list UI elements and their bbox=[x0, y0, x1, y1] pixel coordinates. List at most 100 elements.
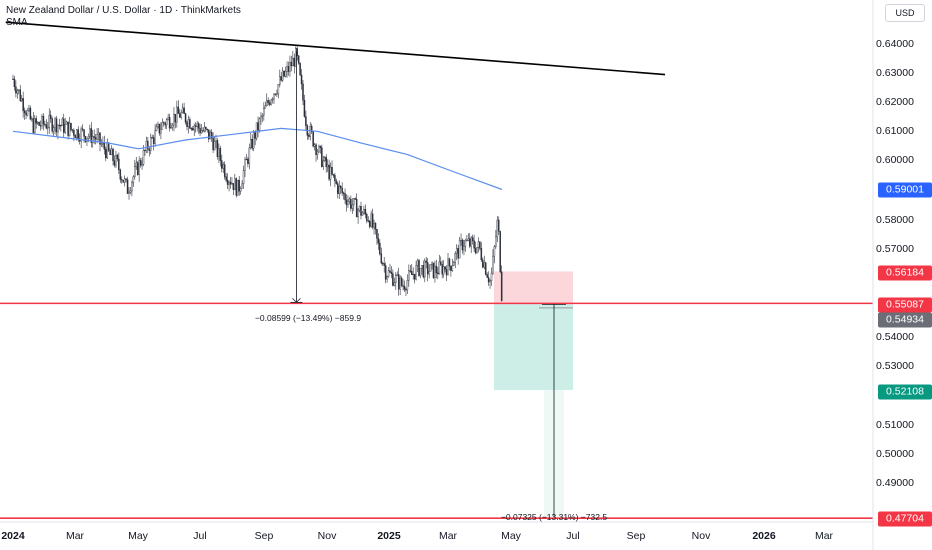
candle bbox=[334, 172, 336, 188]
candle bbox=[135, 156, 137, 170]
candle bbox=[450, 265, 452, 277]
candle bbox=[91, 129, 94, 148]
sma-line[interactable] bbox=[12, 127, 503, 191]
candle bbox=[138, 156, 140, 182]
candle bbox=[213, 135, 216, 151]
candle bbox=[395, 272, 397, 290]
candle bbox=[105, 146, 107, 162]
candle bbox=[226, 173, 229, 190]
candle bbox=[241, 180, 243, 189]
candle bbox=[397, 267, 400, 296]
candle bbox=[482, 257, 484, 269]
candle bbox=[238, 175, 240, 196]
candle bbox=[350, 195, 352, 212]
y-tick-label: 0.62000 bbox=[876, 96, 914, 108]
candle bbox=[426, 258, 429, 282]
candle bbox=[141, 157, 143, 170]
candle bbox=[200, 124, 203, 134]
last-price-tag: 0.54934 bbox=[878, 312, 932, 328]
candlestick-series bbox=[12, 46, 503, 302]
candle bbox=[267, 97, 269, 106]
candle bbox=[483, 255, 486, 270]
descending-trendline[interactable] bbox=[5, 21, 666, 76]
candle bbox=[380, 247, 383, 265]
candle bbox=[47, 121, 49, 135]
candle bbox=[328, 159, 330, 182]
candle bbox=[112, 147, 114, 166]
candle bbox=[474, 241, 477, 255]
candle bbox=[15, 80, 17, 98]
candle bbox=[434, 260, 436, 283]
candle bbox=[364, 204, 367, 219]
candle bbox=[432, 262, 435, 279]
candle bbox=[55, 116, 58, 137]
candle bbox=[152, 134, 155, 151]
stop-loss-zone[interactable] bbox=[494, 271, 573, 304]
candle bbox=[319, 145, 322, 154]
candle bbox=[183, 102, 185, 114]
candle bbox=[248, 143, 251, 170]
candle bbox=[306, 124, 309, 140]
candle bbox=[442, 260, 445, 278]
candle bbox=[258, 117, 261, 133]
sma-legend-label[interactable]: SMA bbox=[6, 17, 28, 28]
candle bbox=[28, 104, 30, 112]
candle bbox=[441, 260, 443, 279]
candle bbox=[251, 134, 253, 151]
candle bbox=[132, 175, 135, 187]
currency-button[interactable]: USD bbox=[885, 4, 925, 22]
candle bbox=[154, 124, 156, 147]
candle bbox=[158, 123, 161, 136]
candle bbox=[181, 103, 184, 114]
candle bbox=[209, 130, 211, 140]
candle bbox=[148, 146, 151, 157]
candle bbox=[131, 180, 133, 197]
candle bbox=[178, 109, 181, 118]
candle bbox=[322, 155, 325, 170]
candle bbox=[337, 181, 339, 199]
candle bbox=[499, 230, 501, 274]
x-tick-label: Mar bbox=[438, 530, 458, 542]
candle bbox=[97, 128, 100, 141]
symbol-title[interactable]: New Zealand Dollar / U.S. Dollar · 1D · … bbox=[6, 5, 241, 16]
candle bbox=[197, 121, 200, 134]
candle bbox=[64, 117, 66, 135]
candle bbox=[239, 186, 242, 195]
candle bbox=[25, 109, 27, 120]
candle bbox=[437, 267, 439, 280]
candle bbox=[113, 155, 116, 168]
candle bbox=[257, 116, 259, 138]
candle bbox=[316, 148, 319, 160]
candle bbox=[379, 239, 381, 256]
candle bbox=[310, 123, 313, 134]
candle bbox=[413, 273, 416, 284]
candle bbox=[418, 258, 420, 277]
candle bbox=[409, 265, 412, 273]
candle bbox=[187, 115, 190, 134]
candle bbox=[151, 134, 153, 139]
candle bbox=[326, 159, 329, 172]
candle bbox=[120, 176, 123, 184]
candle bbox=[192, 126, 194, 131]
take-profit-zone[interactable] bbox=[494, 303, 573, 391]
candle bbox=[392, 269, 394, 287]
candle bbox=[292, 50, 294, 67]
candle bbox=[52, 124, 55, 137]
candle bbox=[422, 260, 425, 279]
candle bbox=[167, 113, 169, 121]
candle bbox=[447, 253, 449, 276]
candle bbox=[406, 274, 409, 295]
candle bbox=[274, 93, 277, 96]
x-tick-label: 2026 bbox=[752, 530, 776, 542]
candle bbox=[280, 71, 283, 82]
candle bbox=[458, 237, 461, 259]
y-tick-label: 0.53000 bbox=[876, 360, 914, 372]
y-tick-label: 0.60000 bbox=[876, 154, 914, 166]
candle bbox=[123, 175, 126, 187]
candle bbox=[321, 144, 323, 168]
candle bbox=[305, 110, 307, 131]
candle bbox=[210, 129, 213, 143]
candle bbox=[492, 249, 494, 275]
candle bbox=[399, 275, 401, 296]
